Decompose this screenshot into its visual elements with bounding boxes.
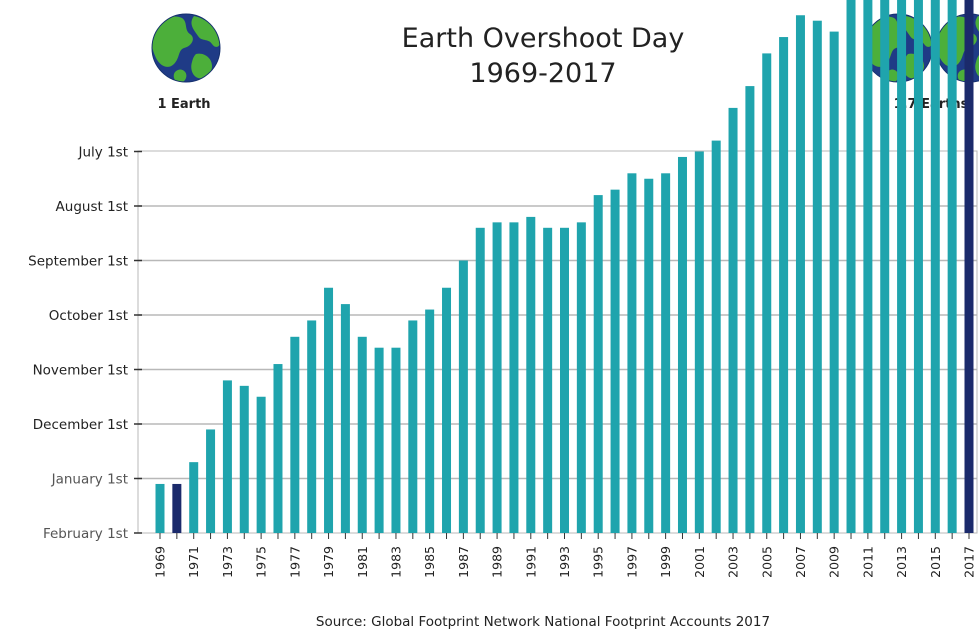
- bar-2007: [795, 15, 805, 533]
- y-axis: July 1st August 1st September 1st October 1…: [28, 145, 142, 542]
- bar-1976: [273, 364, 283, 533]
- bar-1975: [256, 396, 266, 533]
- bar-1980: [340, 304, 350, 533]
- chart-title: Earth Overshoot Day: [402, 23, 685, 54]
- y-tick-label: July 1st: [78, 145, 129, 161]
- bar-1971: [189, 462, 199, 533]
- x-tick-label: 1989: [490, 546, 505, 578]
- legend-one-earth: 1 Earth: [151, 14, 220, 112]
- bar-2003: [728, 107, 738, 534]
- x-tick-label: 2011: [860, 546, 875, 578]
- bar-2014: [913, 0, 923, 533]
- bar-1979: [324, 287, 334, 533]
- x-tick-label: 1999: [658, 546, 673, 578]
- bar-1974: [239, 385, 249, 533]
- bar-1990: [509, 222, 519, 533]
- x-tick-label: 2003: [726, 546, 741, 578]
- bar-1999: [661, 173, 671, 534]
- bar-2015: [930, 0, 940, 533]
- bar-1983: [391, 347, 401, 533]
- bar-1994: [576, 222, 586, 533]
- x-axis: 1969 1971 1973 1975 1977 1979 1981 1983 1985 1987…: [153, 533, 977, 578]
- bar-2006: [779, 37, 789, 534]
- bars: [155, 0, 974, 534]
- bar-1993: [560, 227, 569, 534]
- bar-1972: [206, 429, 216, 533]
- bar-1987: [458, 260, 468, 533]
- x-tick-label: 1993: [557, 546, 572, 578]
- x-tick-label: 1997: [624, 546, 639, 578]
- y-tick-label: December 1st: [33, 417, 128, 433]
- y-tick-label: October 1st: [49, 308, 128, 324]
- x-tick-label: 1969: [153, 546, 168, 578]
- y-tick-label: November 1st: [33, 363, 128, 379]
- bar-1984: [408, 320, 418, 533]
- bar-2000: [677, 156, 687, 533]
- one-earth-label: 1 Earth: [157, 97, 210, 112]
- bar-1986: [442, 287, 452, 533]
- bar-2011: [863, 0, 873, 533]
- bar-1997: [627, 173, 637, 534]
- bar-2008: [812, 20, 822, 533]
- bar-1996: [610, 189, 620, 533]
- chart-subtitle: 1969-2017: [469, 58, 616, 89]
- bar-2009: [829, 31, 839, 533]
- bar-2001: [694, 151, 704, 533]
- y-tick-label: February 1st: [43, 526, 128, 542]
- bar-1981: [357, 336, 367, 533]
- x-tick-label: 1995: [591, 546, 606, 578]
- bar-1973: [222, 380, 232, 533]
- bar-1985: [425, 309, 435, 533]
- plot-frame: [137, 150, 978, 534]
- bar-2010: [846, 0, 856, 533]
- bar-2002: [711, 140, 721, 533]
- bar-1978: [307, 320, 317, 533]
- bar-1969: [155, 483, 165, 533]
- bar-1970: [172, 483, 182, 533]
- globe-icon: [151, 14, 220, 83]
- bar-1992: [543, 227, 553, 534]
- x-tick-label: 1991: [523, 546, 538, 578]
- bar-2017: [964, 0, 974, 534]
- bar-1995: [593, 195, 603, 533]
- bar-2004: [745, 86, 755, 533]
- x-tick-label: 2013: [894, 546, 909, 578]
- bar-1989: [492, 222, 502, 533]
- x-tick-label: 1977: [287, 546, 302, 578]
- bar-1991: [526, 216, 536, 533]
- bar-1998: [644, 178, 654, 533]
- chart-header: Earth Overshoot Day 1969-2017: [402, 23, 685, 89]
- y-tick-label: January 1st: [51, 472, 128, 488]
- bar-2013: [897, 0, 907, 533]
- x-tick-label: 2001: [692, 546, 707, 578]
- x-tick-label: 1981: [355, 546, 370, 578]
- bar-2005: [762, 53, 772, 534]
- x-tick-label: 2015: [928, 546, 943, 578]
- x-tick-label: 1979: [321, 546, 336, 578]
- source-note: Source: Global Footprint Network Nationa…: [316, 614, 770, 630]
- x-tick-label: 1973: [220, 546, 235, 578]
- x-tick-label: 2017: [962, 546, 977, 578]
- x-tick-label: 2009: [827, 546, 842, 578]
- x-tick-label: 2005: [759, 546, 774, 578]
- bar-2016: [947, 0, 957, 533]
- x-tick-label: 1971: [186, 546, 201, 578]
- x-tick-label: 1975: [254, 546, 269, 578]
- x-tick-label: 1985: [422, 546, 437, 578]
- bar-1977: [290, 336, 300, 533]
- bar-2012: [880, 0, 890, 534]
- x-tick-label: 2007: [793, 546, 808, 578]
- x-tick-label: 1983: [388, 546, 403, 578]
- y-tick-label: August 1st: [56, 199, 128, 215]
- y-tick-label: September 1st: [28, 254, 128, 270]
- bar-1982: [374, 347, 384, 533]
- bar-1988: [475, 227, 485, 534]
- x-tick-label: 1987: [456, 546, 471, 578]
